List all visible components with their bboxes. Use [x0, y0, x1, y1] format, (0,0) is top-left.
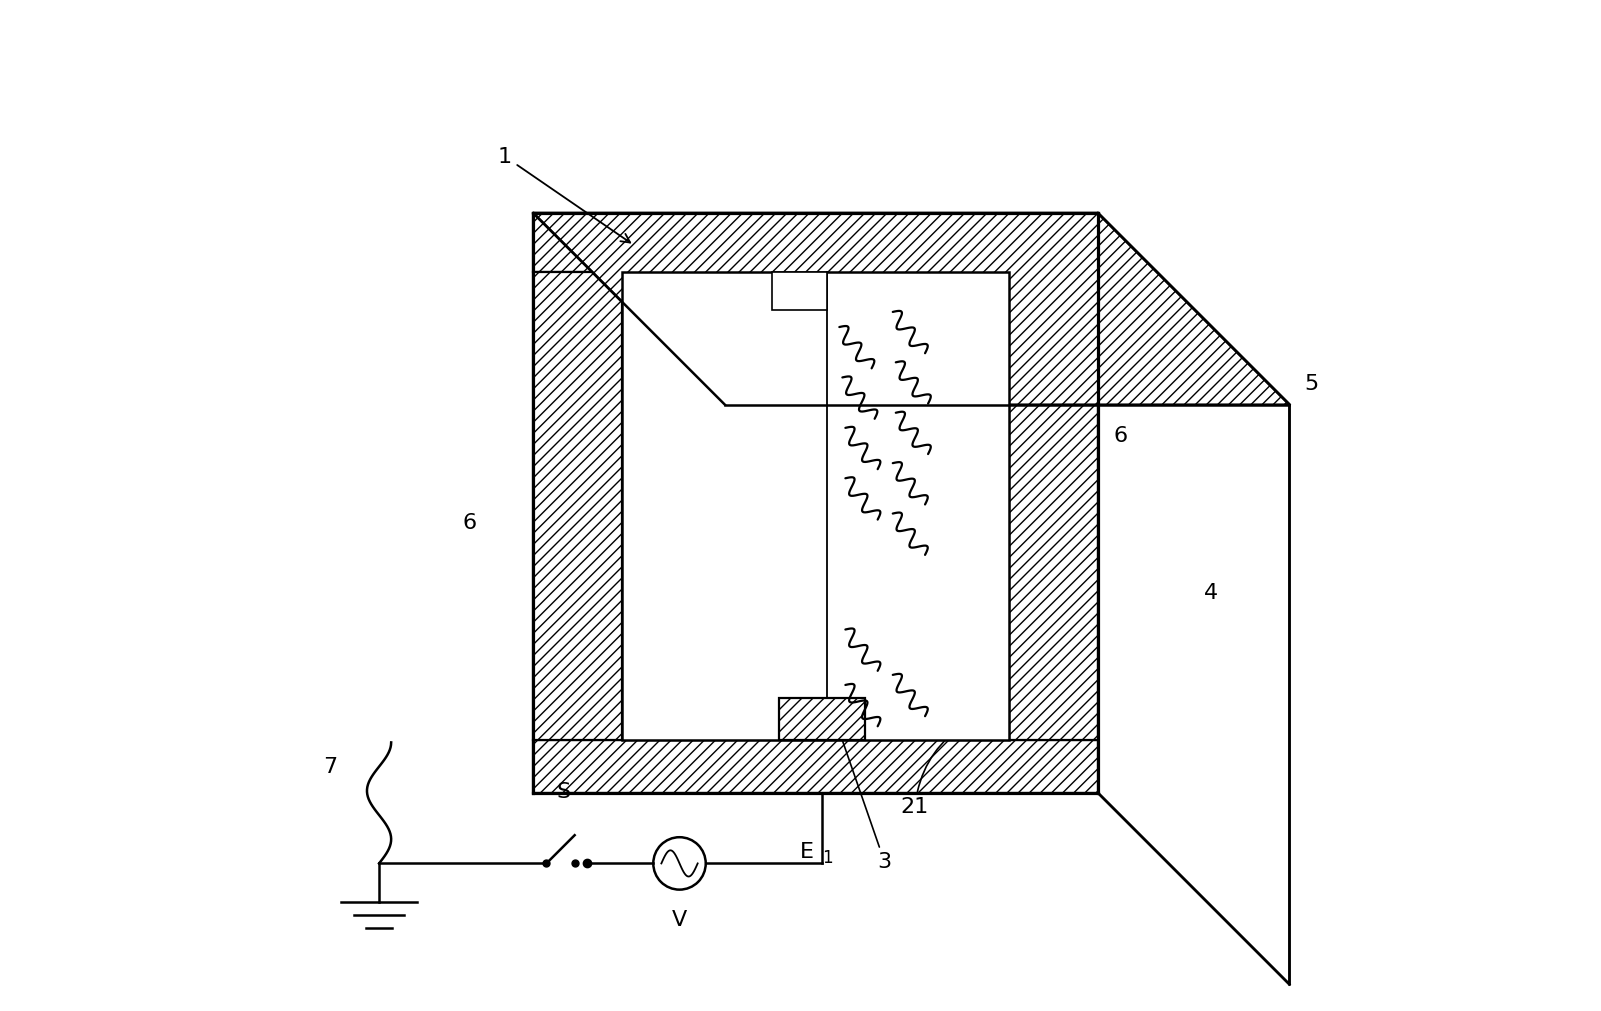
Text: D: D — [788, 429, 849, 471]
Text: 1: 1 — [823, 849, 833, 867]
Text: 21: 21 — [901, 725, 965, 817]
Bar — [533, 740, 1098, 793]
Text: 1: 1 — [498, 147, 631, 243]
Bar — [533, 213, 1098, 272]
Bar — [533, 272, 623, 740]
Bar — [623, 272, 1009, 740]
Text: 6: 6 — [463, 514, 477, 534]
Text: 7: 7 — [323, 756, 338, 776]
Text: 2: 2 — [700, 434, 714, 454]
Polygon shape — [533, 213, 1289, 404]
Text: S: S — [557, 782, 570, 802]
Bar — [772, 272, 828, 310]
Polygon shape — [1098, 213, 1289, 985]
Text: E: E — [800, 842, 813, 862]
Text: 5: 5 — [1305, 373, 1319, 393]
Bar — [1009, 272, 1098, 740]
Text: 3: 3 — [836, 724, 892, 872]
Bar — [780, 698, 865, 740]
Text: V: V — [671, 910, 687, 930]
Bar — [533, 213, 1098, 793]
Text: 4: 4 — [1204, 582, 1218, 603]
Text: 6: 6 — [1113, 427, 1127, 447]
Polygon shape — [533, 213, 1289, 404]
